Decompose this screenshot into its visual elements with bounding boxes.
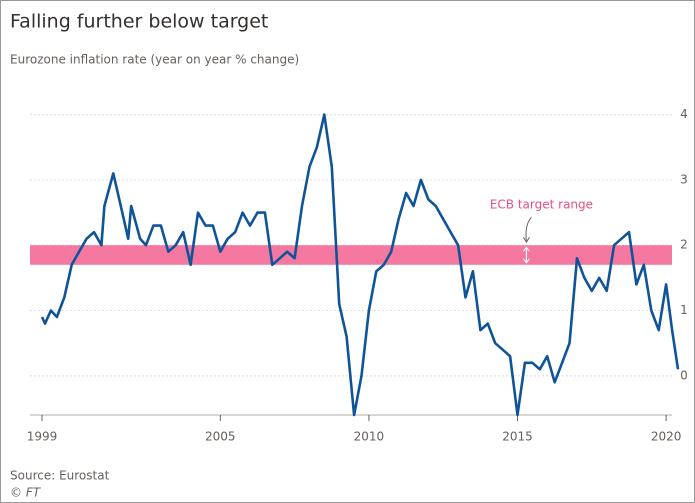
x-tick-label: 1999 xyxy=(27,430,58,444)
y-tick-label: 0 xyxy=(680,368,688,382)
annotation-pointer-head xyxy=(523,236,530,244)
x-tick-label: 2005 xyxy=(205,430,236,444)
subtitle: Eurozone inflation rate (year on year % … xyxy=(10,53,299,67)
source: Source: Eurostat xyxy=(10,469,110,483)
chart-title: Falling further below target xyxy=(10,11,268,33)
y-tick-label: 1 xyxy=(680,303,688,317)
y-tick-label: 3 xyxy=(680,172,688,186)
annotation: ECB target range xyxy=(490,198,593,212)
data-line xyxy=(40,113,680,417)
x-tick-label: 2015 xyxy=(502,430,533,444)
band-arrowheads xyxy=(523,246,530,264)
y-tick-label: 4 xyxy=(680,107,688,121)
annotation-pointer xyxy=(525,216,532,242)
credit: © FT xyxy=(10,486,42,500)
y-tick-label: 2 xyxy=(680,238,688,252)
x-tick-label: 2010 xyxy=(354,430,385,444)
x-tick-label: 2020 xyxy=(651,430,682,444)
